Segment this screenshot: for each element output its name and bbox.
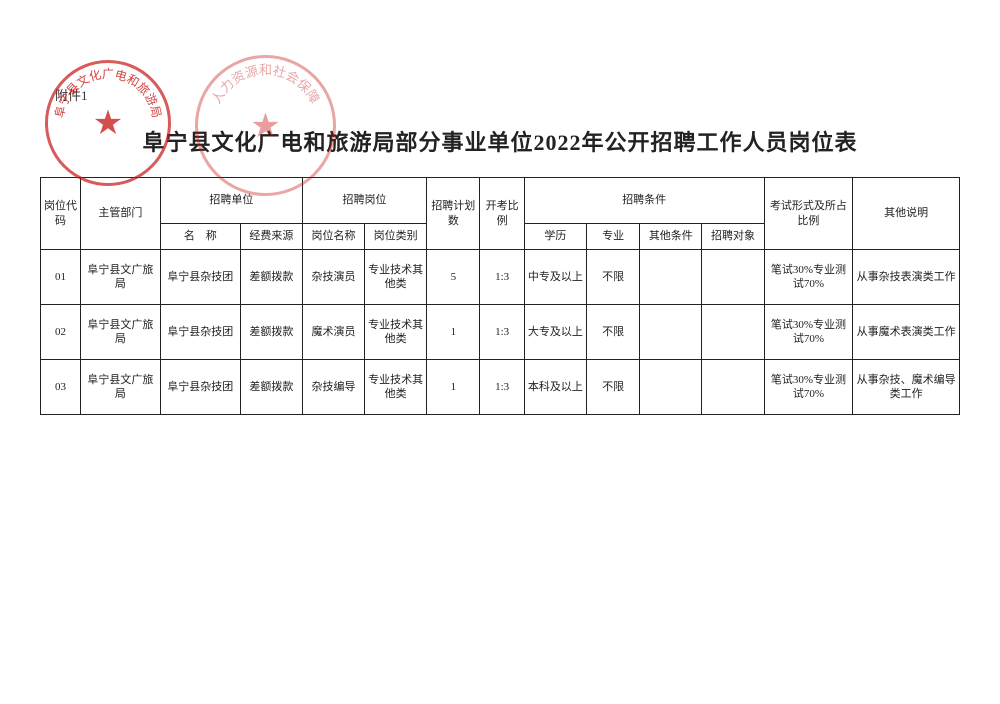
cell-remark: 从事杂技表演类工作 xyxy=(853,250,960,305)
cell-other_cond xyxy=(640,360,702,415)
cell-unit_name: 阜宁县杂技团 xyxy=(160,250,240,305)
table-row: 01阜宁县文广旅局阜宁县杂技团差额拨款杂技演员专业技术其他类51:3中专及以上不… xyxy=(41,250,960,305)
cell-unit_name: 阜宁县杂技团 xyxy=(160,305,240,360)
th-ratio: 开考比例 xyxy=(480,178,524,250)
cell-plan: 5 xyxy=(427,250,480,305)
cell-edu: 大专及以上 xyxy=(524,305,586,360)
cell-plan: 1 xyxy=(427,305,480,360)
cell-target xyxy=(702,360,764,415)
th-unit: 招聘单位 xyxy=(160,178,302,224)
cell-target xyxy=(702,250,764,305)
th-major: 专业 xyxy=(586,224,639,250)
cell-code: 03 xyxy=(41,360,81,415)
th-cond: 招聘条件 xyxy=(524,178,764,224)
cell-edu: 本科及以上 xyxy=(524,360,586,415)
cell-remark: 从事魔术表演类工作 xyxy=(853,305,960,360)
cell-post_type: 专业技术其他类 xyxy=(365,250,427,305)
cell-post_type: 专业技术其他类 xyxy=(365,360,427,415)
cell-post_name: 杂技演员 xyxy=(302,250,364,305)
cell-edu: 中专及以上 xyxy=(524,250,586,305)
th-unit-name: 名 称 xyxy=(160,224,240,250)
th-other-cond: 其他条件 xyxy=(640,224,702,250)
th-edu: 学历 xyxy=(524,224,586,250)
th-unit-fund: 经费来源 xyxy=(240,224,302,250)
cell-remark: 从事杂技、魔术编导类工作 xyxy=(853,360,960,415)
cell-dept: 阜宁县文广旅局 xyxy=(80,360,160,415)
cell-code: 01 xyxy=(41,250,81,305)
cell-other_cond xyxy=(640,250,702,305)
th-plan: 招聘计划数 xyxy=(427,178,480,250)
cell-post_type: 专业技术其他类 xyxy=(365,305,427,360)
th-target: 招聘对象 xyxy=(702,224,764,250)
positions-table: 岗位代码 主管部门 招聘单位 招聘岗位 招聘计划数 开考比例 招聘条件 考试形式… xyxy=(40,177,960,415)
cell-major: 不限 xyxy=(586,360,639,415)
cell-unit_fund: 差额拨款 xyxy=(240,250,302,305)
th-post-name: 岗位名称 xyxy=(302,224,364,250)
cell-code: 02 xyxy=(41,305,81,360)
cell-ratio: 1:3 xyxy=(480,250,524,305)
th-post: 招聘岗位 xyxy=(302,178,426,224)
cell-unit_fund: 差额拨款 xyxy=(240,360,302,415)
official-seal-1: 阜宁县文化广电和旅游局 ★ xyxy=(45,60,171,186)
cell-target xyxy=(702,305,764,360)
cell-dept: 阜宁县文广旅局 xyxy=(80,305,160,360)
attachment-label: 附件1 xyxy=(55,85,88,104)
cell-major: 不限 xyxy=(586,250,639,305)
cell-ratio: 1:3 xyxy=(480,360,524,415)
cell-unit_name: 阜宁县杂技团 xyxy=(160,360,240,415)
cell-dept: 阜宁县文广旅局 xyxy=(80,250,160,305)
svg-text:人力资源和社会保障: 人力资源和社会保障 xyxy=(208,62,322,106)
th-remark: 其他说明 xyxy=(853,178,960,250)
cell-unit_fund: 差额拨款 xyxy=(240,305,302,360)
th-dept: 主管部门 xyxy=(80,178,160,250)
page-title: 阜宁县文化广电和旅游局部分事业单位2022年公开招聘工作人员岗位表 xyxy=(40,125,960,157)
cell-ratio: 1:3 xyxy=(480,305,524,360)
th-exam: 考试形式及所占比例 xyxy=(764,178,853,250)
cell-plan: 1 xyxy=(427,360,480,415)
cell-post_name: 杂技编导 xyxy=(302,360,364,415)
table-row: 02阜宁县文广旅局阜宁县杂技团差额拨款魔术演员专业技术其他类11:3大专及以上不… xyxy=(41,305,960,360)
cell-exam: 笔试30%专业测试70% xyxy=(764,250,853,305)
cell-exam: 笔试30%专业测试70% xyxy=(764,305,853,360)
cell-exam: 笔试30%专业测试70% xyxy=(764,360,853,415)
table-row: 03阜宁县文广旅局阜宁县杂技团差额拨款杂技编导专业技术其他类11:3本科及以上不… xyxy=(41,360,960,415)
th-code: 岗位代码 xyxy=(41,178,81,250)
cell-other_cond xyxy=(640,305,702,360)
cell-major: 不限 xyxy=(586,305,639,360)
cell-post_name: 魔术演员 xyxy=(302,305,364,360)
th-post-type: 岗位类别 xyxy=(365,224,427,250)
